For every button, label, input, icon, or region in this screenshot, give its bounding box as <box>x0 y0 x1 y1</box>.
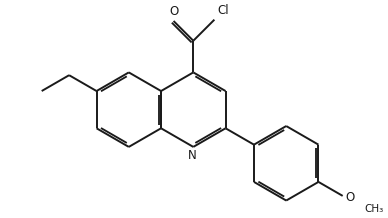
Text: Cl: Cl <box>217 4 229 17</box>
Text: CH₃: CH₃ <box>364 204 383 214</box>
Text: O: O <box>345 191 355 204</box>
Text: N: N <box>188 149 197 162</box>
Text: O: O <box>169 5 178 18</box>
